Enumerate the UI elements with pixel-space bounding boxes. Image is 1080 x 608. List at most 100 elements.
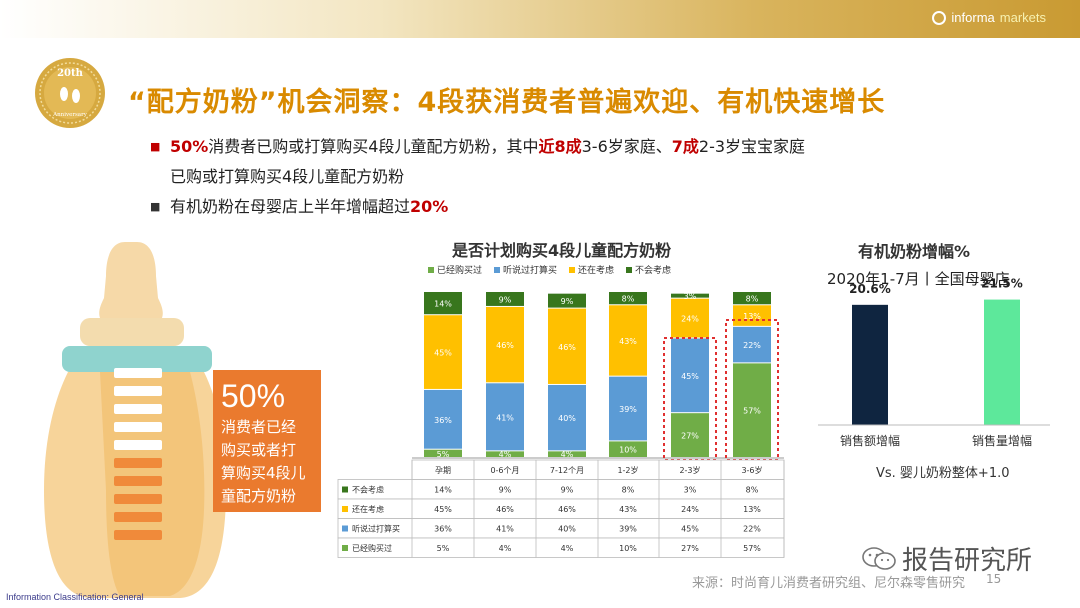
legend-item-considering: 还在考虑 (569, 263, 614, 276)
callout-box: 50% 消费者已经 购买或者打 算购买4段儿 童配方奶粉 (213, 370, 321, 512)
stacked-bar-segment (733, 305, 771, 326)
stacked-bar-segment (609, 305, 647, 376)
table-cell: 46% (558, 505, 576, 514)
callout-line-1: 消费者已经 (221, 418, 297, 436)
stacked-bar-label: 46% (558, 343, 576, 352)
bullet-1-highlight-c: 7成 (671, 137, 699, 156)
stacked-bar-segment (548, 308, 586, 384)
stacked-bar-segment (424, 449, 462, 457)
stacked-bar-label: 24% (681, 315, 699, 324)
bullet-item-1: ■ 50%消费者已购或打算购买4段儿童配方奶粉，其中近8成3-6岁家庭、7成2-… (150, 132, 805, 162)
table-row-header: 不会考虑 (352, 485, 384, 495)
legend-swatch (569, 266, 576, 273)
table-cell: 40% (558, 525, 576, 534)
stacked-bar-segment (424, 315, 462, 389)
table-cell: 4% (499, 544, 512, 553)
table-cell: 41% (496, 525, 514, 534)
stacked-bar-label: 39% (619, 405, 637, 414)
bullet-2-text: 有机奶粉在母婴店上半年增幅超过 (170, 197, 411, 216)
bullet-1-text-a: 消费者已购或打算购买4段儿童配方奶粉，其中 (208, 137, 539, 156)
organic-chart-title: 有机奶粉增幅% (858, 242, 971, 261)
wechat-icon (862, 546, 896, 570)
table-cell: 8% (746, 486, 759, 495)
stacked-bar-label: 3% (684, 292, 697, 301)
stacked-bar-segment (424, 292, 462, 315)
table-row-header: 听说过打算买 (352, 524, 400, 534)
callout-number: 50% (221, 378, 286, 414)
stacked-bar-segment (486, 292, 524, 306)
header-bar: informa markets (0, 0, 1080, 38)
table-cell: 45% (434, 505, 452, 514)
stacked-bar-segment (671, 298, 709, 338)
table-row-header: 还在考虑 (352, 504, 384, 514)
organic-chart-note: Vs. 婴儿奶粉整体+1.0 (876, 466, 1010, 481)
bullet-square-icon: ■ (150, 140, 161, 153)
table-cell: 3% (684, 486, 697, 495)
table-cell: 46% (496, 505, 514, 514)
organic-bar-label: 21.5% (981, 277, 1023, 291)
stacked-bar-label: 27% (681, 432, 699, 441)
stacked-bar-label: 45% (681, 372, 699, 381)
stacked-bar-label: 57% (743, 407, 761, 416)
brand-name: informa (951, 10, 995, 25)
table-cell: 27% (681, 544, 699, 553)
bullet-1-highlight-b: 近8成 (538, 137, 582, 156)
info-classification: Information Classification: General (6, 592, 144, 602)
watermark: 报告研究所 (862, 540, 1032, 577)
table-row-header: 已经购买过 (352, 543, 392, 553)
table-header-cell: 孕期 (435, 466, 451, 475)
stacked-bar-label: 8% (746, 295, 759, 304)
callout-line-2: 购买或者打 (221, 441, 297, 459)
table-cell: 57% (743, 544, 761, 553)
callout-line-4: 童配方奶粉 (221, 487, 297, 505)
stacked-bar-label: 4% (561, 450, 574, 459)
anniversary-seal-icon: 20th Anniversary (35, 58, 105, 128)
table-header-cell: 2-3岁 (679, 465, 700, 475)
table-row-swatch (342, 486, 348, 493)
stacked-bar-segment (486, 383, 524, 451)
table-cell: 14% (434, 486, 452, 495)
table-cell: 22% (743, 525, 761, 534)
legend-item-heard: 听说过打算买 (494, 263, 557, 276)
bullet-square-icon: ■ (150, 200, 161, 213)
stacked-bar-segment (671, 293, 709, 298)
legend-swatch (428, 266, 434, 273)
stacked-bar-segment (486, 451, 524, 457)
table-cell: 9% (499, 486, 512, 495)
stacked-bar-segment (548, 293, 586, 308)
stacked-bar-label: 5% (437, 450, 450, 459)
organic-chart-subtitle: 2020年1-7月丨全国母婴店 (827, 270, 1010, 288)
source-note: 来源：时尚育儿消费者研究组、尼尔森零售研究 (692, 576, 966, 591)
bullet-1-text-c: 2-3岁宝宝家庭 (698, 137, 806, 156)
legend-item-bought: 已经购买过 (428, 263, 482, 276)
seal-top-text: 20th (57, 68, 84, 79)
table-cell: 4% (561, 544, 574, 553)
stacked-bar-segment (733, 326, 771, 363)
bullet-list: ■ 50%消费者已购或打算购买4段儿童配方奶粉，其中近8成3-6岁家庭、7成2-… (150, 132, 805, 222)
bullet-2-highlight: 20% (410, 197, 449, 216)
bullet-1-text-b: 3-6岁家庭、 (581, 137, 672, 156)
stacked-bar-segment (733, 292, 771, 305)
table-row-swatch (342, 525, 348, 532)
stacked-bar-label: 14% (434, 300, 452, 309)
legend-swatch (626, 266, 633, 273)
stacked-bar-segment (671, 338, 709, 413)
seal-bottom-text: Anniversary (52, 112, 88, 118)
table-cell: 45% (681, 525, 699, 534)
organic-bar (984, 299, 1020, 425)
stacked-bar-segment (671, 413, 709, 457)
table-cell: 5% (437, 544, 450, 553)
table-header-cell: 1-2岁 (617, 465, 638, 475)
stacked-bar-segment (733, 363, 771, 457)
table-row-swatch (342, 545, 348, 551)
stacked-bar-label: 40% (558, 414, 576, 423)
legend-label: 还在考虑 (578, 266, 615, 276)
stacked-chart-legend: 已经购买过 听说过打算买 还在考虑 不会考虑 (428, 263, 671, 276)
stacked-bar-segment (609, 292, 647, 305)
table-cell: 39% (619, 525, 637, 534)
stacked-chart-title: 是否计划购买4段儿童配方奶粉 (452, 241, 672, 260)
bullet-1-continuation: 已购或打算购买4段儿童配方奶粉 (170, 167, 405, 186)
table-row-swatch (342, 506, 348, 512)
stacked-bar-label: 22% (743, 341, 761, 350)
stacked-bar-segment (609, 376, 647, 441)
